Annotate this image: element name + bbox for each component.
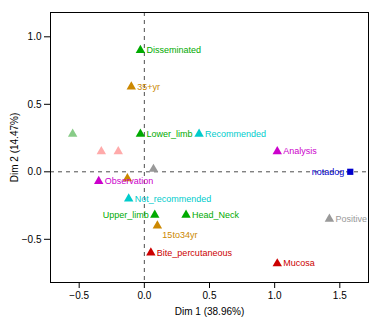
svg-text:notadog: notadog	[312, 167, 345, 177]
svg-text:35+yr: 35+yr	[137, 82, 160, 92]
svg-text:−0.5: −0.5	[22, 234, 42, 245]
svg-text:0.5: 0.5	[203, 290, 217, 301]
svg-text:Analysis: Analysis	[283, 146, 317, 156]
svg-text:Not_recommended: Not_recommended	[135, 194, 212, 204]
svg-text:1.5: 1.5	[333, 290, 347, 301]
svg-text:Disseminated: Disseminated	[146, 45, 201, 55]
svg-text:Recommended: Recommended	[205, 129, 266, 139]
svg-text:0.5: 0.5	[28, 99, 42, 110]
svg-text:15to34yr: 15to34yr	[162, 230, 197, 240]
svg-text:Dim 1 (38.96%): Dim 1 (38.96%)	[175, 306, 244, 317]
svg-text:Positive: Positive	[335, 214, 367, 224]
svg-text:1.0: 1.0	[268, 290, 282, 301]
svg-text:1.0: 1.0	[28, 31, 42, 42]
svg-text:−0.5: −0.5	[69, 290, 89, 301]
svg-text:Lower_limb: Lower_limb	[146, 129, 192, 139]
svg-text:0.0: 0.0	[28, 166, 42, 177]
svg-text:Dim 2 (14.47%): Dim 2 (14.47%)	[9, 113, 20, 182]
svg-text:Bite_percutaneous: Bite_percutaneous	[157, 248, 233, 258]
svg-text:0.0: 0.0	[137, 290, 151, 301]
svg-text:Mucosa: Mucosa	[283, 258, 315, 268]
svg-text:Upper_limb: Upper_limb	[103, 210, 149, 220]
svg-text:Observation: Observation	[105, 176, 154, 186]
svg-text:Head_Neck: Head_Neck	[192, 210, 240, 220]
